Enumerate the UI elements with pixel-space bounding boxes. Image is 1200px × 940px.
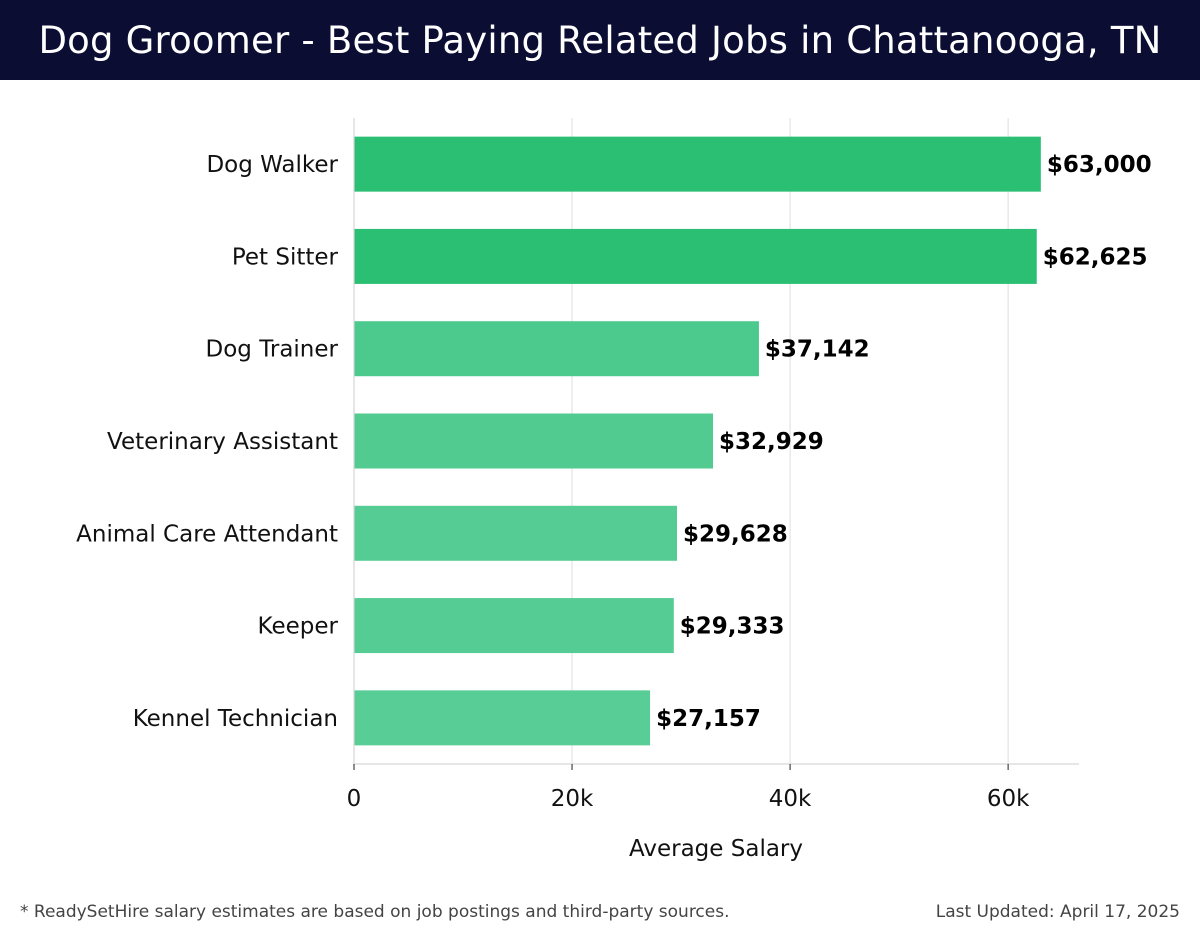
x-tick-label: 40k	[769, 786, 812, 812]
bar	[354, 598, 674, 654]
category-label: Veterinary Assistant	[107, 429, 338, 455]
footnote: * ReadySetHire salary estimates are base…	[20, 902, 730, 922]
category-label: Keeper	[258, 614, 339, 640]
x-axis: 0 20k 40k 60k	[347, 118, 1079, 812]
x-tick-label: 0	[347, 786, 362, 812]
last-updated: Last Updated: April 17, 2025	[935, 902, 1180, 922]
bar-chart: Dog Walker $63,000 Pet Sitter $62,625 Dog Tr…	[76, 118, 1152, 862]
bar	[354, 321, 759, 377]
value-label: $27,157	[656, 706, 761, 732]
bar	[354, 505, 678, 561]
value-label: $62,625	[1043, 244, 1148, 270]
bar	[354, 690, 651, 746]
category-label: Pet Sitter	[232, 244, 339, 270]
category-label: Dog Trainer	[206, 337, 339, 363]
title-bar: Dog Groomer - Best Paying Related Jobs i…	[0, 0, 1200, 80]
chart-title: Dog Groomer - Best Paying Related Jobs i…	[38, 18, 1162, 62]
value-label: $32,929	[719, 429, 824, 455]
bar	[354, 413, 714, 469]
category-label: Dog Walker	[206, 152, 338, 178]
bars: Dog Walker $63,000 Pet Sitter $62,625 Dog Tr…	[76, 136, 1152, 746]
bar	[354, 228, 1037, 284]
bar	[354, 136, 1041, 192]
x-axis-label: Average Salary	[629, 836, 803, 862]
category-label: Animal Care Attendant	[76, 521, 338, 547]
x-tick-label: 20k	[551, 786, 594, 812]
value-label: $29,333	[680, 614, 785, 640]
x-tick-label: 60k	[987, 786, 1030, 812]
category-label: Kennel Technician	[133, 706, 338, 732]
value-label: $29,628	[683, 521, 788, 547]
value-label: $63,000	[1047, 152, 1152, 178]
value-label: $37,142	[765, 337, 870, 363]
